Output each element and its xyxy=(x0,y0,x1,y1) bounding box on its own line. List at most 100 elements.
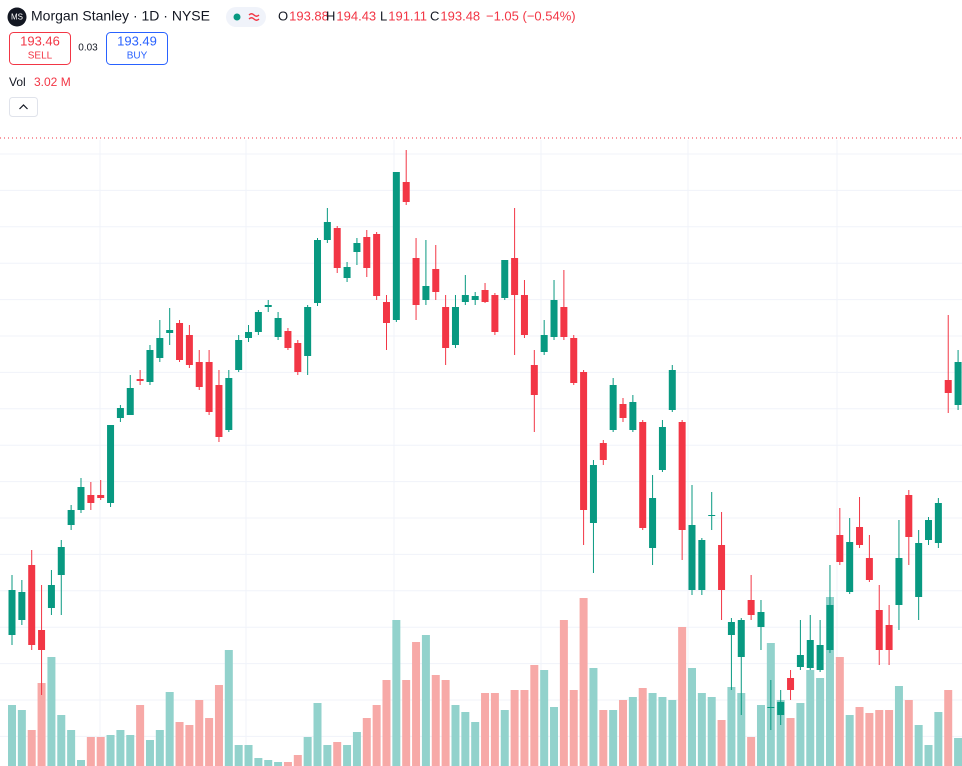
volume-bar xyxy=(559,620,568,766)
candle-body xyxy=(570,338,578,383)
volume-bar xyxy=(914,725,923,766)
volume-bar xyxy=(825,597,834,766)
sell-button[interactable] xyxy=(9,32,71,65)
volume-bar xyxy=(776,700,785,766)
candle-body xyxy=(107,425,115,503)
candle-body xyxy=(944,380,952,393)
volume-bar xyxy=(569,690,578,766)
volume-bar xyxy=(727,687,736,766)
volume-bar xyxy=(885,710,894,766)
candle-body xyxy=(333,228,341,268)
volume-value: 3.02 M xyxy=(34,75,71,89)
volume-bar xyxy=(510,690,519,766)
volume-bar xyxy=(195,700,204,766)
candle-body xyxy=(925,520,933,540)
volume-bar xyxy=(412,642,421,766)
volume-bar xyxy=(274,762,283,766)
volume-bar xyxy=(756,705,765,766)
volume-bar xyxy=(293,755,302,766)
sell-label: SELL xyxy=(28,51,53,62)
candle-body xyxy=(599,443,607,460)
candle-body xyxy=(836,535,844,562)
collapse-button[interactable] xyxy=(9,97,38,117)
status-icon xyxy=(248,13,260,21)
volume-bar xyxy=(944,690,953,766)
candle-body xyxy=(668,370,676,410)
candle-body xyxy=(225,378,233,430)
volume-bar xyxy=(628,697,637,766)
candle-body xyxy=(402,182,410,202)
legend-value: 193.88 xyxy=(289,8,329,23)
candle-body xyxy=(856,527,864,545)
candle-body xyxy=(787,678,795,690)
candle-body xyxy=(885,625,893,650)
candle-body xyxy=(373,234,381,296)
volume-bar xyxy=(520,690,529,766)
volume-label: Vol xyxy=(9,75,26,89)
volume-bar xyxy=(116,730,125,766)
candle-body xyxy=(481,290,489,302)
candle-body xyxy=(580,372,588,510)
candle-body xyxy=(47,585,55,608)
volume-bar xyxy=(461,712,470,766)
candle-body xyxy=(826,605,834,650)
candle-body xyxy=(708,515,716,516)
candle-body xyxy=(934,503,942,543)
candle-body xyxy=(698,540,706,590)
volume-bar xyxy=(589,668,598,766)
candle-body xyxy=(796,655,804,667)
volume-bar xyxy=(8,705,16,766)
volume-bar xyxy=(165,692,174,766)
candle-body xyxy=(67,510,75,525)
volume-bar xyxy=(845,715,854,766)
volume-bar xyxy=(786,718,795,766)
status-pill[interactable] xyxy=(226,7,266,27)
volume-bar xyxy=(175,722,184,766)
candle-body xyxy=(688,525,696,590)
volume-bar xyxy=(924,745,933,766)
candle-body xyxy=(136,379,144,381)
candle-body xyxy=(727,622,735,635)
volume-bar xyxy=(313,703,322,766)
candle-body xyxy=(865,558,873,580)
change: −1.05 (−0.54%) xyxy=(486,8,576,23)
volume-bar xyxy=(855,707,864,766)
buy-label: BUY xyxy=(127,51,148,62)
volume-bar xyxy=(894,686,903,766)
candle-body xyxy=(18,592,26,620)
candle-body xyxy=(560,307,568,337)
candle-body xyxy=(767,707,775,708)
candle-body xyxy=(875,610,883,650)
volume-bar xyxy=(126,735,135,766)
candle-body xyxy=(816,645,824,670)
candle-body xyxy=(166,330,174,333)
volume-bar xyxy=(17,710,26,766)
volume-bar xyxy=(481,693,490,766)
volume-bar xyxy=(707,697,716,766)
candle-body xyxy=(678,422,686,530)
volume-bar xyxy=(205,718,214,766)
candle-body xyxy=(28,565,36,645)
logo xyxy=(7,7,27,27)
candle-body xyxy=(254,312,262,332)
volume-bar xyxy=(185,725,194,766)
candle-body xyxy=(540,335,548,352)
volume-bar xyxy=(382,680,391,766)
candle-body xyxy=(915,543,923,597)
buy-button[interactable] xyxy=(106,32,168,65)
volume-bar xyxy=(254,758,263,766)
volume-bar xyxy=(421,635,430,766)
candle-body xyxy=(471,296,479,300)
collapse-icon xyxy=(19,104,28,110)
candle-body xyxy=(363,237,371,268)
volume-bar xyxy=(687,668,696,766)
volume-bar xyxy=(530,665,539,766)
candle-body xyxy=(520,295,528,335)
volume-bar xyxy=(668,700,677,766)
candle-body xyxy=(97,495,105,498)
candle-body xyxy=(718,545,726,590)
legend-key: L xyxy=(380,8,387,23)
candle-layer xyxy=(8,150,962,730)
volume-bar xyxy=(402,680,411,766)
